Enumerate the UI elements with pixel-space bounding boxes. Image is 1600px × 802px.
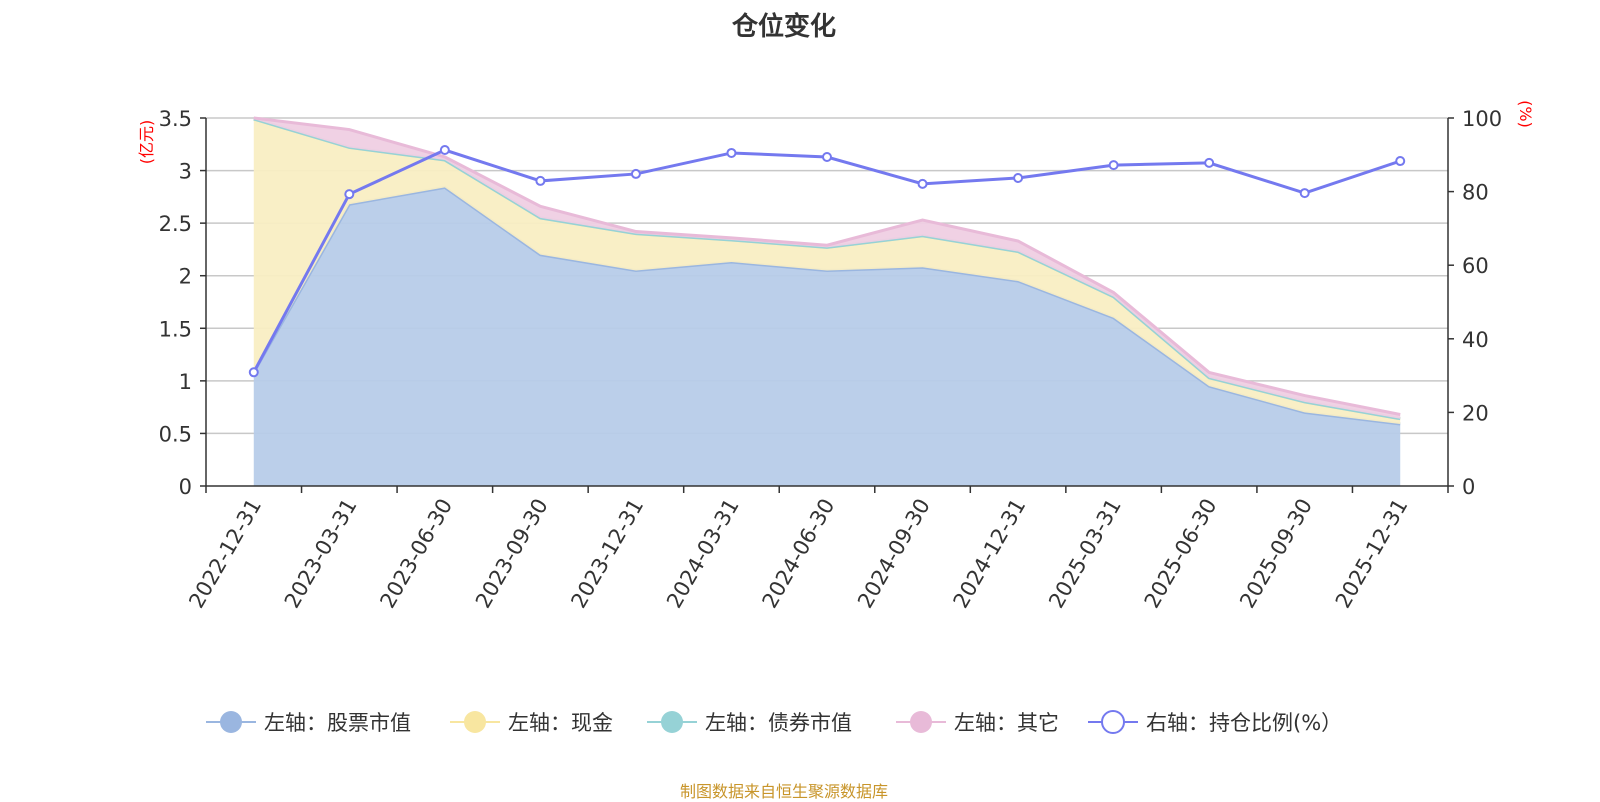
x-tick-label: 2023-12-31 [566,495,648,613]
left-tick-label: 1.5 [159,317,192,341]
left-tick-label: 0.5 [159,422,192,446]
x-tick-label: 2024-06-30 [758,495,840,613]
left-tick-label: 3 [179,160,192,184]
x-tick-label: 2023-06-30 [375,495,457,613]
line-point [439,145,450,156]
right-tick-label: 20 [1462,401,1489,425]
line-point [1299,188,1310,199]
x-tick-label: 2022-12-31 [184,495,266,613]
left-tick-label: 3.5 [159,107,192,131]
line-point [822,152,832,163]
left-tick-label: 2 [179,265,192,289]
left-axis-label: (亿元) [137,120,156,165]
x-tick-label: 2024-03-31 [662,495,744,613]
right-tick-label: 100 [1462,107,1502,131]
right-tick-label: 60 [1462,254,1489,278]
left-tick-label: 0 [179,475,192,499]
x-tick-label: 2023-03-31 [280,495,362,613]
line-point [1395,156,1406,167]
legend-label: 左轴：现金 [508,711,613,735]
line-point [535,175,546,186]
area-左轴：其它 [253,118,1401,419]
legend-label: 左轴：股票市值 [264,711,411,735]
legend-label: 左轴：债券市值 [705,711,852,735]
left-tick-label: 2.5 [159,212,192,236]
x-tick-label: 2025-06-30 [1140,495,1222,613]
line-point [726,147,737,158]
source-note: 制图数据来自恒生聚源数据库 [679,782,888,801]
x-tick-label: 2024-12-31 [949,495,1031,613]
left-tick-label: 1 [179,370,192,394]
line-point [1108,160,1119,171]
legend-marker [1101,710,1125,734]
x-tick-label: 2025-12-31 [1331,495,1413,613]
x-tick-label: 2023-09-30 [471,495,553,613]
right-axis-label: (%) [1516,100,1535,128]
line-point [1204,157,1215,168]
legend-label: 左轴：其它 [954,711,1059,735]
legend-label: 右轴：持仓比例(%） [1146,711,1342,735]
x-tick-label: 2025-03-31 [1044,495,1126,613]
right-tick-label: 0 [1462,475,1475,499]
x-tick-label: 2025-09-30 [1235,495,1317,613]
line-point [344,189,355,200]
legend-marker [661,711,683,733]
area-line-左轴：其它 [253,116,1401,416]
line-point [630,168,641,179]
line-point [1013,172,1024,183]
x-tick-label: 2024-09-30 [853,495,935,613]
chart-title: 仓位变化 [731,12,836,42]
legend-marker [464,711,486,733]
line-point [248,367,259,378]
legend-marker [910,711,932,733]
right-tick-label: 40 [1462,328,1489,352]
line-point [917,178,928,189]
area-左轴：股票市值 [253,187,1401,486]
right-tick-label: 80 [1462,181,1489,205]
legend-marker [220,711,242,733]
